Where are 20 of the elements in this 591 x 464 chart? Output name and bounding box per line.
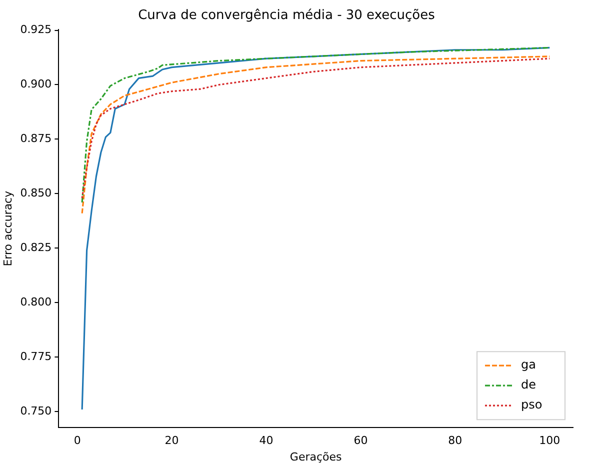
y-tick-label: 0.800 <box>20 296 52 309</box>
y-tick-label: 0.850 <box>20 186 52 200</box>
legend-label: pso <box>521 398 542 412</box>
y-tick-label: 0.900 <box>20 78 52 91</box>
y-tick-label: 0.875 <box>20 132 52 146</box>
y-axis-title: Erro accuracy <box>1 190 14 266</box>
x-tick-label: 100 <box>539 434 560 448</box>
y-tick-label: 0.775 <box>20 350 52 364</box>
y-tick-label: 0.750 <box>20 404 52 418</box>
x-axis-title: Gerações <box>290 450 342 464</box>
x-tick-label: 0 <box>74 434 81 448</box>
legend-label: de <box>521 378 536 392</box>
x-tick-label: 60 <box>354 434 368 448</box>
y-tick-label: 0.825 <box>20 241 52 254</box>
x-tick-label: 80 <box>448 434 462 448</box>
x-tick-label: 40 <box>259 434 274 448</box>
legend-label: ga <box>521 358 536 372</box>
y-tick-label: 0.925 <box>20 23 52 36</box>
chart-title: Curva de convergência média - 30 execuções <box>138 8 436 24</box>
x-tick-label: 20 <box>164 434 179 448</box>
